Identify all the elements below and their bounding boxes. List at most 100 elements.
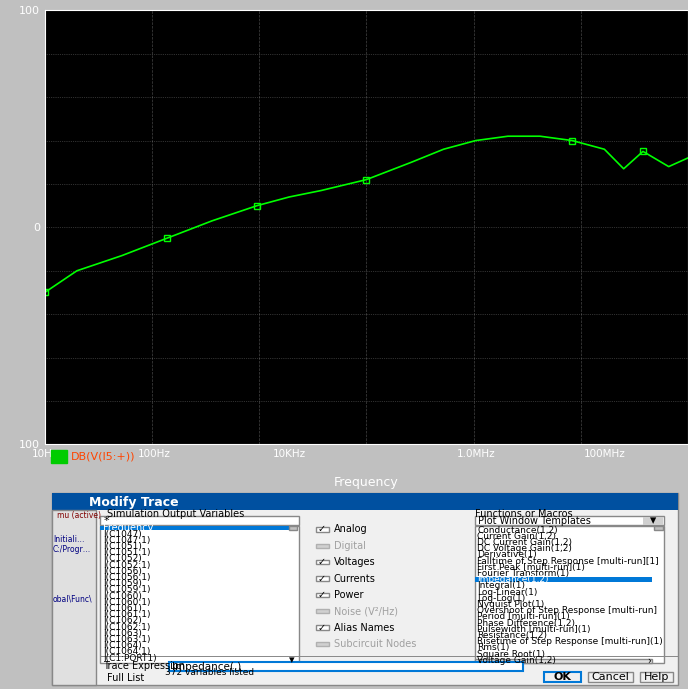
Text: I(C1062:1): I(C1062:1) xyxy=(103,623,151,632)
Text: ▾: ▾ xyxy=(289,655,294,665)
FancyBboxPatch shape xyxy=(169,662,523,671)
FancyBboxPatch shape xyxy=(316,576,329,581)
Text: Voltages: Voltages xyxy=(334,557,376,567)
FancyBboxPatch shape xyxy=(316,544,329,548)
FancyBboxPatch shape xyxy=(544,672,581,682)
Bar xyxy=(475,659,652,663)
Text: obal\Func\: obal\Func\ xyxy=(53,595,93,604)
Bar xyxy=(289,526,297,530)
Text: 372 variables listed: 372 variables listed xyxy=(165,668,255,677)
Text: ›: › xyxy=(647,656,651,666)
Text: Alias Names: Alias Names xyxy=(334,623,394,633)
Text: Rms(1): Rms(1) xyxy=(477,644,510,652)
Text: Period [multi-run](1): Period [multi-run](1) xyxy=(477,613,570,621)
FancyBboxPatch shape xyxy=(643,517,663,525)
FancyBboxPatch shape xyxy=(316,593,329,597)
Bar xyxy=(52,510,96,685)
Text: Derivative(1): Derivative(1) xyxy=(477,551,537,559)
FancyBboxPatch shape xyxy=(640,672,673,682)
FancyBboxPatch shape xyxy=(316,609,329,613)
Text: I(C1061:1): I(C1061:1) xyxy=(103,610,151,619)
Text: Phase Difference(1,2): Phase Difference(1,2) xyxy=(477,619,575,628)
FancyBboxPatch shape xyxy=(475,516,664,525)
Text: Trace Expression:: Trace Expression: xyxy=(103,661,189,671)
Text: I(C1052:1): I(C1052:1) xyxy=(103,561,151,570)
Text: I(C1051:1): I(C1051:1) xyxy=(103,548,151,557)
Text: ✓: ✓ xyxy=(318,557,326,567)
FancyBboxPatch shape xyxy=(100,526,299,663)
Text: ✓: ✓ xyxy=(318,590,326,600)
Text: ▾: ▾ xyxy=(650,514,656,527)
Text: ✓: ✓ xyxy=(318,524,326,535)
Text: ✓: ✓ xyxy=(318,573,326,584)
Text: Power: Power xyxy=(334,590,363,600)
Text: Nyquist Plot(1): Nyquist Plot(1) xyxy=(477,600,545,609)
Text: I(C1:PORT1): I(C1:PORT1) xyxy=(103,654,157,663)
Bar xyxy=(654,526,663,530)
Text: Cancel: Cancel xyxy=(592,672,630,682)
FancyBboxPatch shape xyxy=(475,526,664,663)
FancyBboxPatch shape xyxy=(316,560,329,564)
Text: Currents: Currents xyxy=(334,573,376,584)
FancyBboxPatch shape xyxy=(316,642,329,646)
Text: Subcircuit Nodes: Subcircuit Nodes xyxy=(334,639,416,649)
Text: C:/Progr…: C:/Progr… xyxy=(53,544,92,554)
Text: Pulsewidth [multi-run](1): Pulsewidth [multi-run](1) xyxy=(477,625,591,634)
Text: I(C1047): I(C1047) xyxy=(103,530,142,539)
Text: Simulation Output Variables: Simulation Output Variables xyxy=(107,509,244,520)
Text: I(C1056:1): I(C1056:1) xyxy=(103,573,151,582)
Text: Help: Help xyxy=(644,672,669,682)
FancyBboxPatch shape xyxy=(100,516,299,525)
Bar xyxy=(100,526,296,530)
Text: Analog: Analog xyxy=(334,524,367,535)
Text: I(C1052): I(C1052) xyxy=(103,555,142,564)
Text: I(C1047:1): I(C1047:1) xyxy=(103,536,151,545)
Text: DB(V(I5:+)): DB(V(I5:+)) xyxy=(70,451,135,462)
Text: Integral(1): Integral(1) xyxy=(477,582,526,590)
Text: Fourier Transform(1): Fourier Transform(1) xyxy=(477,569,570,578)
Text: First Peak [multi-run](1): First Peak [multi-run](1) xyxy=(477,563,585,572)
Text: Resistance(1,2): Resistance(1,2) xyxy=(477,631,548,640)
Text: ‹: ‹ xyxy=(477,656,481,666)
Text: Conductance(1,2): Conductance(1,2) xyxy=(477,526,558,535)
Text: I(C1061): I(C1061) xyxy=(103,604,142,613)
Text: I(C1059:1): I(C1059:1) xyxy=(103,586,151,595)
Text: Risetime of Step Response [multi-run](1): Risetime of Step Response [multi-run](1) xyxy=(477,637,663,646)
Text: DC Current Gain(1,2): DC Current Gain(1,2) xyxy=(477,538,572,547)
Text: Frequency: Frequency xyxy=(334,476,399,489)
Text: I(C1063:1): I(C1063:1) xyxy=(103,635,151,644)
Text: Log-Linear(1): Log-Linear(1) xyxy=(477,588,538,597)
Text: I(C1062): I(C1062) xyxy=(103,617,142,626)
Text: Impedance(,): Impedance(,) xyxy=(172,661,241,672)
Text: Impedance(1,2): Impedance(1,2) xyxy=(477,575,549,584)
Text: Voltage Gain(1,2): Voltage Gain(1,2) xyxy=(477,656,557,665)
Text: mu (active): mu (active) xyxy=(57,511,101,520)
Text: Plot Window Templates: Plot Window Templates xyxy=(478,515,591,526)
FancyBboxPatch shape xyxy=(52,493,678,685)
Text: Overshoot of Step Response [multi-run]: Overshoot of Step Response [multi-run] xyxy=(477,606,658,615)
Text: I(C1060): I(C1060) xyxy=(103,592,142,601)
Text: I(C1064): I(C1064) xyxy=(103,641,142,650)
Text: Current Gain(1,2): Current Gain(1,2) xyxy=(477,532,557,541)
FancyBboxPatch shape xyxy=(316,626,329,630)
Text: I(C1056): I(C1056) xyxy=(103,567,142,576)
Bar xyxy=(52,493,678,510)
Text: Square Root(1): Square Root(1) xyxy=(477,650,546,659)
FancyBboxPatch shape xyxy=(316,527,329,531)
Text: Frequency: Frequency xyxy=(103,523,153,533)
Text: Initiali…: Initiali… xyxy=(53,535,85,544)
Text: OK: OK xyxy=(554,672,571,682)
Text: Log-Log(1): Log-Log(1) xyxy=(477,594,526,603)
Text: *: * xyxy=(103,515,109,526)
Text: I(C1051): I(C1051) xyxy=(103,542,142,551)
Bar xyxy=(475,577,652,582)
Text: Noise (V²/Hz): Noise (V²/Hz) xyxy=(334,606,398,616)
Text: I(C1064:1): I(C1064:1) xyxy=(103,648,151,657)
Text: Full List: Full List xyxy=(107,673,144,683)
Text: DC Voltage Gain(1,2): DC Voltage Gain(1,2) xyxy=(477,544,572,553)
Text: Digital: Digital xyxy=(334,541,365,551)
Text: I(C1060:1): I(C1060:1) xyxy=(103,598,151,607)
Text: I(C1059): I(C1059) xyxy=(103,579,142,588)
Text: ✓: ✓ xyxy=(318,623,326,633)
FancyBboxPatch shape xyxy=(588,672,633,682)
